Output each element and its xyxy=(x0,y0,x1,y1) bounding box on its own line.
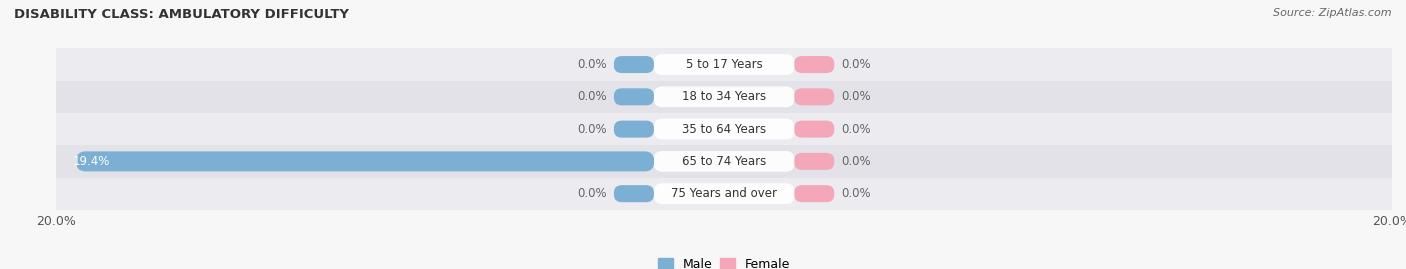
Text: 75 Years and over: 75 Years and over xyxy=(671,187,778,200)
FancyBboxPatch shape xyxy=(654,183,794,204)
Text: 35 to 64 Years: 35 to 64 Years xyxy=(682,123,766,136)
Text: 0.0%: 0.0% xyxy=(841,187,870,200)
Bar xyxy=(56,81,1392,113)
Text: 0.0%: 0.0% xyxy=(841,155,870,168)
FancyBboxPatch shape xyxy=(614,153,654,170)
Text: 0.0%: 0.0% xyxy=(578,123,607,136)
Text: 0.0%: 0.0% xyxy=(578,58,607,71)
Text: 0.0%: 0.0% xyxy=(578,90,607,103)
FancyBboxPatch shape xyxy=(794,185,834,202)
Text: Source: ZipAtlas.com: Source: ZipAtlas.com xyxy=(1274,8,1392,18)
Text: 5 to 17 Years: 5 to 17 Years xyxy=(686,58,762,71)
Bar xyxy=(56,145,1392,178)
FancyBboxPatch shape xyxy=(794,153,834,170)
FancyBboxPatch shape xyxy=(654,151,794,172)
Text: 0.0%: 0.0% xyxy=(841,58,870,71)
Text: 0.0%: 0.0% xyxy=(841,90,870,103)
FancyBboxPatch shape xyxy=(614,121,654,138)
FancyBboxPatch shape xyxy=(614,88,654,105)
FancyBboxPatch shape xyxy=(76,151,654,171)
Text: 65 to 74 Years: 65 to 74 Years xyxy=(682,155,766,168)
Text: 18 to 34 Years: 18 to 34 Years xyxy=(682,90,766,103)
Bar xyxy=(56,48,1392,81)
Text: DISABILITY CLASS: AMBULATORY DIFFICULTY: DISABILITY CLASS: AMBULATORY DIFFICULTY xyxy=(14,8,349,21)
Text: 0.0%: 0.0% xyxy=(578,187,607,200)
FancyBboxPatch shape xyxy=(794,88,834,105)
FancyBboxPatch shape xyxy=(794,121,834,138)
Bar xyxy=(56,178,1392,210)
Text: 19.4%: 19.4% xyxy=(73,155,110,168)
FancyBboxPatch shape xyxy=(654,119,794,140)
FancyBboxPatch shape xyxy=(614,185,654,202)
Bar xyxy=(56,113,1392,145)
FancyBboxPatch shape xyxy=(654,54,794,75)
FancyBboxPatch shape xyxy=(794,56,834,73)
Legend: Male, Female: Male, Female xyxy=(652,253,796,269)
FancyBboxPatch shape xyxy=(614,56,654,73)
Text: 0.0%: 0.0% xyxy=(841,123,870,136)
FancyBboxPatch shape xyxy=(654,86,794,107)
